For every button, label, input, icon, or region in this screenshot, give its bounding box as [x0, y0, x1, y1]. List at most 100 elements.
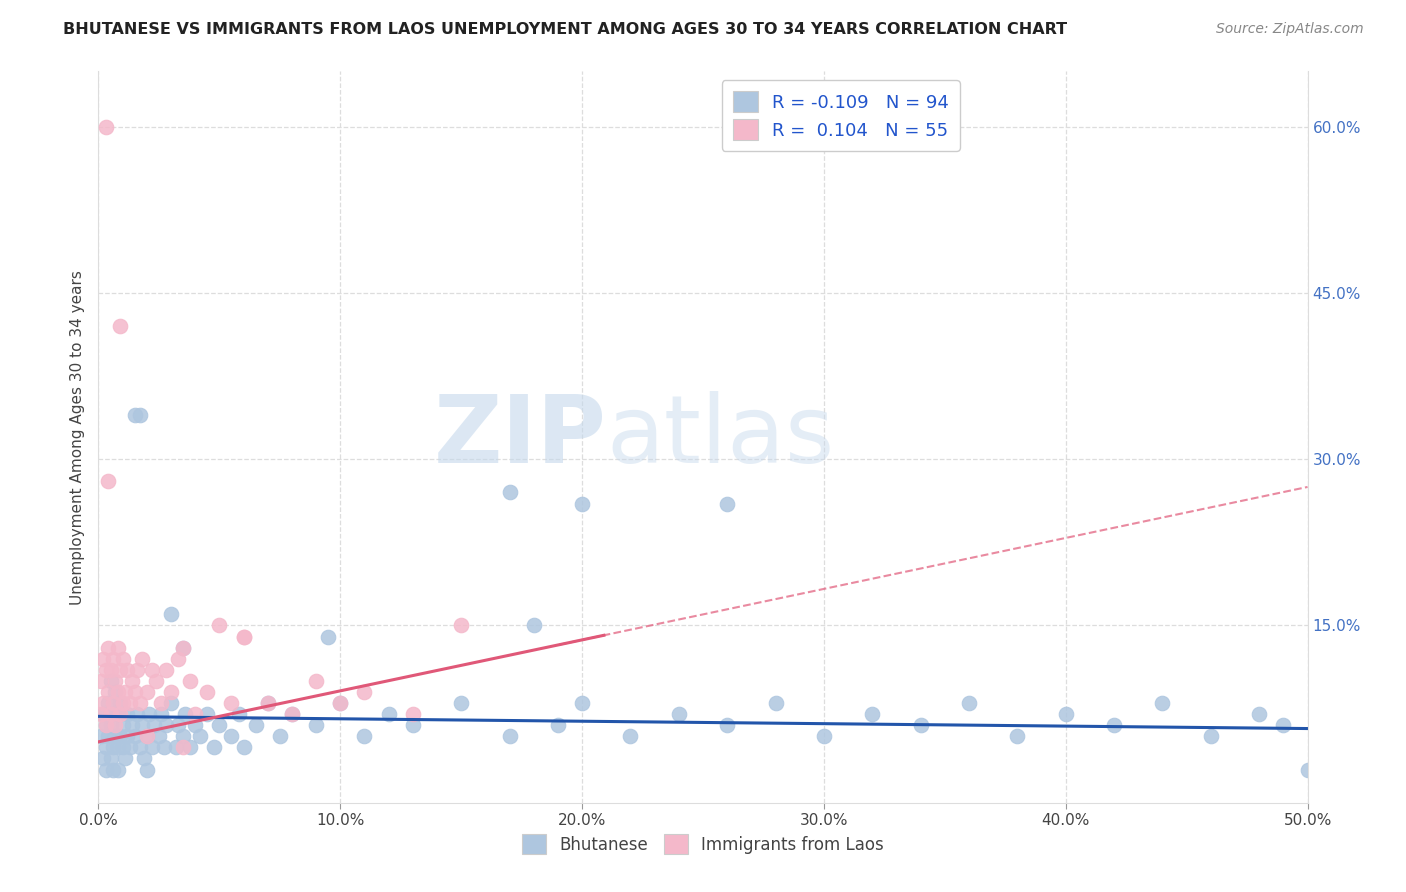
Point — [305, 673, 328, 688]
Point — [100, 673, 122, 688]
Point — [94, 763, 117, 777]
Point — [107, 740, 129, 755]
Point — [402, 718, 425, 732]
Text: Source: ZipAtlas.com: Source: ZipAtlas.com — [1216, 22, 1364, 37]
Point — [172, 640, 194, 655]
Point — [90, 729, 112, 743]
Point — [97, 729, 120, 743]
Point — [111, 740, 134, 755]
Point — [107, 707, 129, 722]
Point — [94, 663, 117, 677]
Point — [128, 696, 150, 710]
Point — [716, 497, 738, 511]
Point — [131, 718, 153, 732]
Point — [228, 707, 250, 722]
Point — [114, 751, 136, 765]
Legend: Bhutanese, Immigrants from Laos: Bhutanese, Immigrants from Laos — [516, 828, 890, 860]
Point — [160, 696, 183, 710]
Point — [269, 729, 291, 743]
Point — [619, 729, 641, 743]
Point — [128, 408, 150, 422]
Point — [281, 707, 304, 722]
Point — [111, 651, 134, 665]
Point — [114, 685, 136, 699]
Point — [104, 673, 127, 688]
Point — [1199, 729, 1222, 743]
Point — [208, 718, 231, 732]
Point — [910, 718, 932, 732]
Point — [188, 729, 211, 743]
Point — [167, 718, 190, 732]
Point — [124, 685, 146, 699]
Point — [172, 740, 194, 755]
Point — [107, 685, 129, 699]
Point — [571, 696, 593, 710]
Point — [100, 707, 122, 722]
Point — [97, 685, 120, 699]
Point — [118, 696, 141, 710]
Point — [143, 718, 166, 732]
Point — [498, 485, 520, 500]
Point — [124, 408, 146, 422]
Point — [91, 751, 114, 765]
Point — [167, 651, 190, 665]
Point — [498, 729, 520, 743]
Point — [353, 729, 375, 743]
Text: BHUTANESE VS IMMIGRANTS FROM LAOS UNEMPLOYMENT AMONG AGES 30 TO 34 YEARS CORRELA: BHUTANESE VS IMMIGRANTS FROM LAOS UNEMPL… — [63, 22, 1067, 37]
Point — [716, 718, 738, 732]
Point — [668, 707, 690, 722]
Point — [90, 707, 112, 722]
Point — [100, 751, 122, 765]
Point — [195, 707, 218, 722]
Point — [97, 475, 120, 489]
Point — [108, 729, 131, 743]
Point — [135, 729, 157, 743]
Point — [104, 718, 127, 732]
Point — [111, 718, 134, 732]
Point — [121, 718, 143, 732]
Point — [100, 663, 122, 677]
Point — [204, 740, 226, 755]
Text: atlas: atlas — [606, 391, 835, 483]
Point — [108, 696, 131, 710]
Point — [305, 718, 328, 732]
Point — [150, 707, 173, 722]
Point — [108, 663, 131, 677]
Point — [111, 696, 134, 710]
Point — [1007, 729, 1029, 743]
Point — [121, 673, 143, 688]
Point — [138, 707, 160, 722]
Point — [107, 640, 129, 655]
Point — [221, 729, 243, 743]
Point — [353, 685, 375, 699]
Point — [813, 729, 835, 743]
Point — [97, 640, 120, 655]
Point — [124, 729, 146, 743]
Point — [117, 663, 139, 677]
Point — [141, 740, 163, 755]
Point — [450, 696, 472, 710]
Point — [179, 740, 201, 755]
Point — [104, 685, 127, 699]
Point — [141, 663, 163, 677]
Point — [160, 685, 183, 699]
Point — [256, 696, 278, 710]
Point — [108, 319, 131, 334]
Point — [1296, 763, 1319, 777]
Point — [547, 718, 569, 732]
Point — [316, 630, 339, 644]
Point — [135, 685, 157, 699]
Y-axis label: Unemployment Among Ages 30 to 34 years: Unemployment Among Ages 30 to 34 years — [69, 269, 84, 605]
Point — [127, 707, 149, 722]
Point — [165, 740, 187, 755]
Point — [101, 707, 124, 722]
Point — [145, 673, 167, 688]
Point — [184, 707, 207, 722]
Point — [107, 763, 129, 777]
Point — [94, 718, 117, 732]
Point — [148, 729, 170, 743]
Point — [155, 718, 177, 732]
Point — [221, 696, 243, 710]
Point — [232, 630, 254, 644]
Point — [245, 718, 267, 732]
